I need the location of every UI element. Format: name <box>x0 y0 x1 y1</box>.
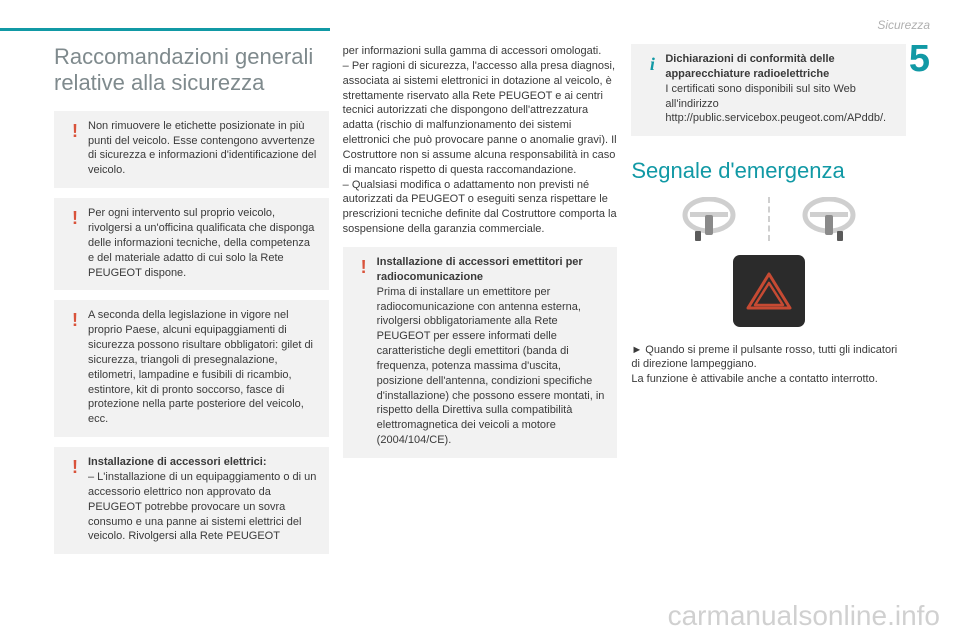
box-body: – L'installazione di un equipaggiamento … <box>88 471 316 542</box>
warning-box-workshop: ! Per ogni intervento sul proprio veicol… <box>54 198 329 290</box>
box-heading: Dichiarazioni di conformità delle appare… <box>665 53 834 80</box>
box-heading: Installazione di accessori elettrici: <box>88 456 267 468</box>
warning-icon: ! <box>64 206 86 230</box>
warning-text: Installazione di accessori elettrici: – … <box>88 455 319 544</box>
top-accent-bar <box>0 28 330 31</box>
warning-text: Per ogni intervento sul proprio veicolo,… <box>88 206 319 280</box>
hazard-button-illustration <box>733 255 805 327</box>
section-number: 5 <box>909 38 930 81</box>
continuation-text: per informazioni sulla gamma di accessor… <box>343 44 618 237</box>
warning-box-electrical: ! Installazione di accessori elettrici: … <box>54 447 329 554</box>
column-2: per informazioni sulla gamma di accessor… <box>343 44 618 564</box>
section-label: Sicurezza <box>877 18 930 32</box>
warning-icon: ! <box>353 255 375 279</box>
box-body: I certificati sono disponibili sul sito … <box>665 83 886 125</box>
info-icon: i <box>641 52 663 76</box>
subsection-title: Segnale d'emergenza <box>631 158 906 184</box>
watermark: carmanualsonline.info <box>668 600 940 632</box>
warning-icon: ! <box>64 455 86 479</box>
warning-box-labels: ! Non rimuovere le etichette posizionate… <box>54 111 329 188</box>
warning-box-radio: ! Installazione di accessori emettitori … <box>343 247 618 458</box>
page-title: Raccomandazioni generali relative alla s… <box>54 44 329 97</box>
info-text: Dichiarazioni di conformità delle appare… <box>665 52 896 126</box>
warning-text: A seconda della legislazione in vigore n… <box>88 308 319 427</box>
divider <box>768 197 770 241</box>
box-heading: Installazione di accessori emettitori pe… <box>377 256 583 283</box>
hazard-triangle-icon <box>746 271 792 311</box>
warning-icon: ! <box>64 308 86 332</box>
info-box-conformity: i Dichiarazioni di conformità delle appa… <box>631 44 906 136</box>
warning-text: Non rimuovere le etichette posizionate i… <box>88 119 319 178</box>
steering-wheel-left-icon <box>680 197 738 241</box>
column-3: i Dichiarazioni di conformità delle appa… <box>631 44 906 564</box>
warning-icon: ! <box>64 119 86 143</box>
warning-box-equipment: ! A seconda della legislazione in vigore… <box>54 300 329 437</box>
steering-wheel-illustration <box>631 197 906 241</box>
content-columns: Raccomandazioni generali relative alla s… <box>54 44 906 564</box>
column-1: Raccomandazioni generali relative alla s… <box>54 44 329 564</box>
box-body: Prima di installare un emettitore per ra… <box>377 286 605 446</box>
instruction-text: ► Quando si preme il pulsante rosso, tut… <box>631 343 906 388</box>
warning-text: Installazione di accessori emettitori pe… <box>377 255 608 448</box>
steering-wheel-right-icon <box>800 197 858 241</box>
